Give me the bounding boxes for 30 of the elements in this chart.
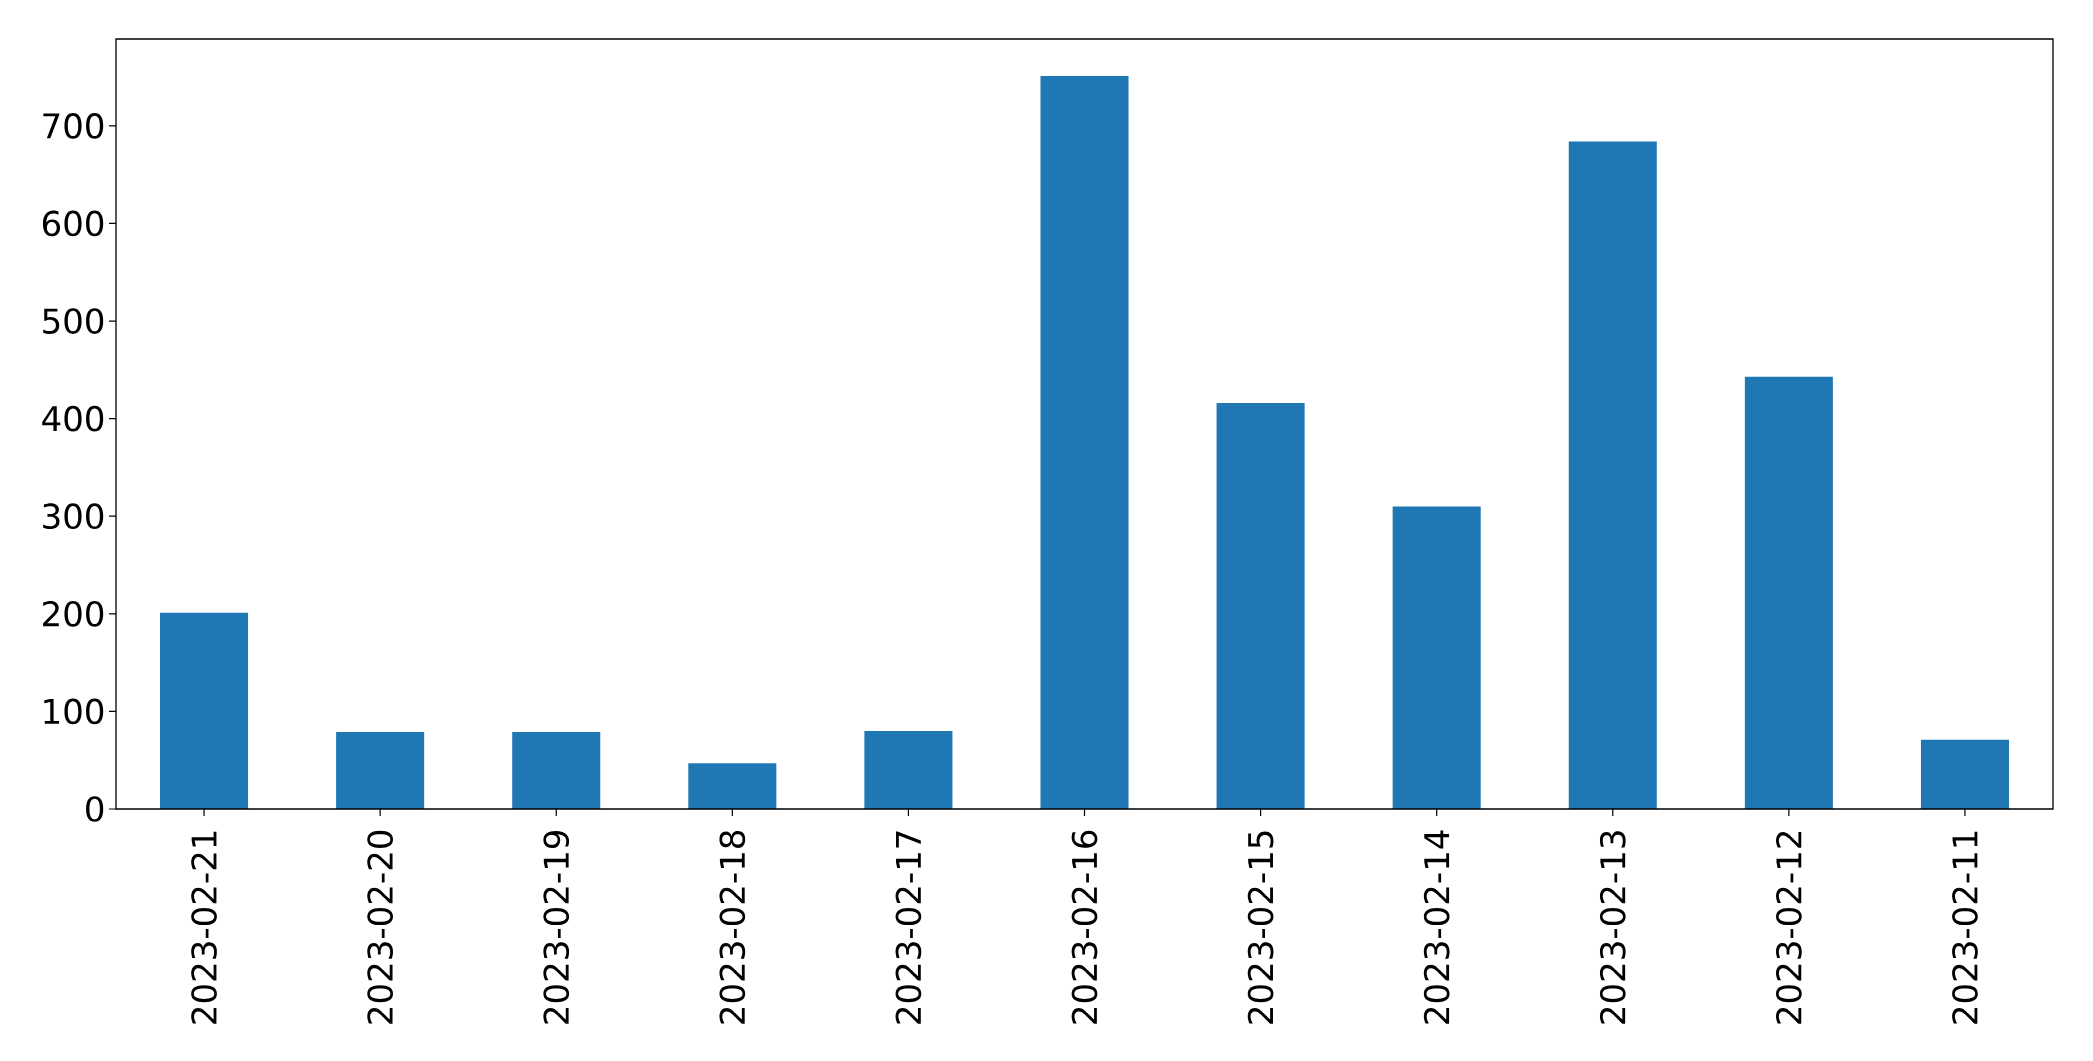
y-tick-label: 0 <box>86 796 104 822</box>
bar <box>1040 76 1129 809</box>
x-tick-label: 2023-02-20 <box>367 830 393 1024</box>
y-tick-label: 400 <box>42 405 104 432</box>
y-tick-label: 300 <box>43 503 104 530</box>
bar <box>1920 739 2009 809</box>
y-tick-label: 700 <box>43 112 104 139</box>
x-tick-label: 2023-02-16 <box>1071 830 1098 1024</box>
x-tick-label: 2023-02-13 <box>1599 831 1626 1024</box>
bar <box>336 731 425 809</box>
bar <box>864 730 953 809</box>
bar <box>160 612 249 809</box>
y-tick-label: 200 <box>43 600 104 627</box>
y-tick-label: 100 <box>44 698 104 725</box>
x-tick-label: 2023-02-21 <box>191 831 217 1024</box>
y-tick-label: 600 <box>42 210 104 237</box>
x-tick-label: 2023-02-12 <box>1776 831 1802 1024</box>
x-tick-label: 2023-02-15 <box>1247 831 1274 1024</box>
x-tick-label: 2023-02-17 <box>895 831 922 1024</box>
bar <box>688 763 777 809</box>
x-tick-label: 2023-02-11 <box>1952 831 1978 1024</box>
y-tick-label: 500 <box>43 308 104 334</box>
x-tick-label: 2023-02-19 <box>543 830 570 1024</box>
x-tick-label: 2023-02-18 <box>719 830 746 1024</box>
bar <box>1568 141 1657 809</box>
x-tick-label: 2023-02-14 <box>1423 830 1450 1024</box>
bar <box>512 731 601 809</box>
bar <box>1216 403 1305 809</box>
bar <box>1744 376 1833 809</box>
bar <box>1392 506 1481 809</box>
